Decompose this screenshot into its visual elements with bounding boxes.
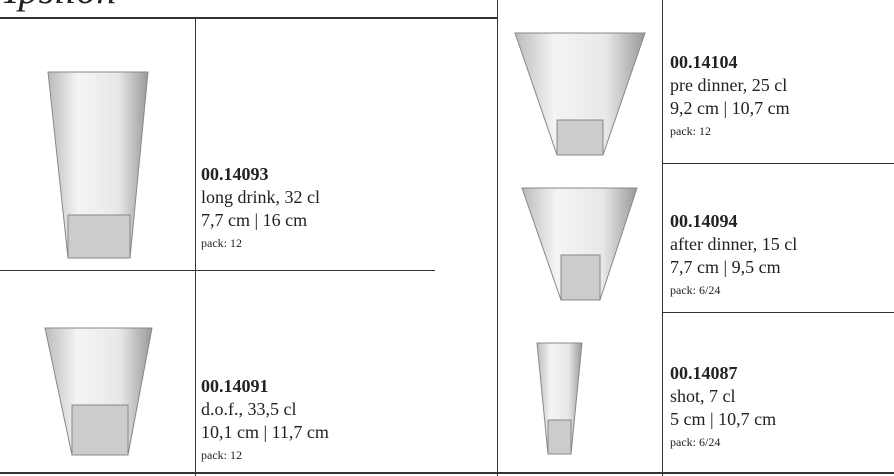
rule	[0, 270, 435, 271]
pack: pack: 6/24	[670, 435, 721, 449]
rule	[662, 163, 894, 164]
product: 00.14094 after dinner, 15 cl 7,7 cm | 9,…	[670, 210, 797, 301]
name: shot, 7 cl	[670, 386, 736, 406]
code: 00.14094	[670, 211, 738, 231]
title: Ypsilon	[0, 0, 116, 10]
name: d.o.f., 33,5 cl	[201, 399, 297, 419]
product: 00.14093 long drink, 32 cl 7,7 cm | 16 c…	[201, 163, 320, 254]
product: 00.14091 d.o.f., 33,5 cl 10,1 cm | 11,7 …	[201, 375, 329, 466]
dimensions: 9,2 cm | 10,7 cm	[670, 98, 790, 118]
name: pre dinner, 25 cl	[670, 75, 788, 95]
code: 00.14087	[670, 363, 738, 383]
dimensions: 7,7 cm | 9,5 cm	[670, 257, 781, 277]
rule	[0, 472, 894, 474]
pack: pack: 6/24	[670, 283, 721, 297]
name: long drink, 32 cl	[201, 187, 320, 207]
code: 00.14104	[670, 52, 738, 72]
product: 00.14104 pre dinner, 25 cl 9,2 cm | 10,7…	[670, 51, 790, 142]
rule	[662, 312, 894, 313]
pack: pack: 12	[201, 236, 242, 250]
rule	[195, 17, 196, 476]
rule	[0, 17, 497, 19]
pack: pack: 12	[670, 124, 711, 138]
rule	[662, 0, 663, 476]
dimensions: 7,7 cm | 16 cm	[201, 210, 308, 230]
rule	[497, 0, 498, 476]
dimensions: 10,1 cm | 11,7 cm	[201, 422, 329, 442]
pack: pack: 12	[201, 448, 242, 462]
dimensions: 5 cm | 10,7 cm	[670, 409, 777, 429]
code: 00.14091	[201, 376, 269, 396]
product: 00.14087 shot, 7 cl 5 cm | 10,7 cm pack:…	[670, 362, 776, 453]
name: after dinner, 15 cl	[670, 234, 798, 254]
code: 00.14093	[201, 164, 269, 184]
